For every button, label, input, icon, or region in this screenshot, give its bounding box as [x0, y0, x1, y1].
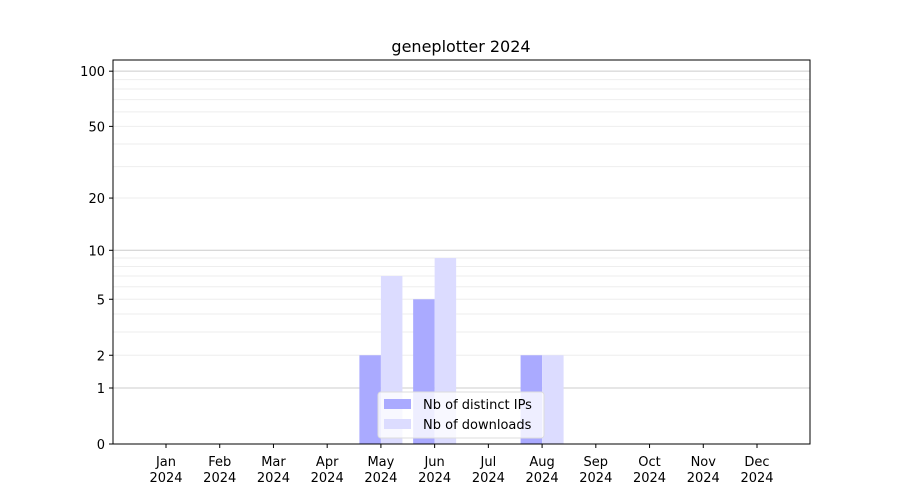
legend-label: Nb of downloads: [423, 418, 532, 433]
x-tick-label: Oct 2024: [633, 455, 666, 486]
x-tick-label: Apr 2024: [311, 455, 344, 486]
bar: [542, 355, 564, 444]
y-tick-label: 1: [97, 382, 105, 397]
x-tick-label: Jan 2024: [149, 455, 182, 486]
legend-swatch: [384, 399, 411, 409]
y-tick-label: 50: [88, 120, 105, 135]
legend: Nb of distinct IPs Nb of downloads: [377, 391, 545, 439]
x-tick-label: Nov 2024: [687, 455, 720, 486]
y-tick-label: 5: [97, 293, 105, 308]
y-tick-label: 20: [88, 192, 105, 207]
x-tick-label: May 2024: [364, 455, 397, 486]
y-tick-label: 0: [97, 438, 105, 453]
x-tick-label: Jul 2024: [472, 455, 505, 486]
y-tick-label: 10: [88, 244, 105, 259]
chart-title: geneplotter 2024: [391, 37, 530, 56]
x-tick-label: Sep 2024: [579, 455, 612, 486]
x-tick-label: Jun 2024: [418, 455, 451, 486]
y-tick-label: 2: [97, 349, 105, 364]
y-tick-label: 100: [80, 65, 105, 80]
bar: [359, 355, 381, 444]
x-tick-label: Aug 2024: [526, 455, 559, 486]
legend-label: Nb of distinct IPs: [423, 398, 532, 413]
legend-swatch: [384, 419, 411, 429]
x-tick-label: Feb 2024: [203, 455, 236, 486]
x-tick-label: Dec 2024: [740, 455, 773, 486]
plot-frame: [112, 59, 811, 445]
legend-box: [377, 391, 545, 439]
x-tick-label: Mar 2024: [257, 455, 290, 486]
